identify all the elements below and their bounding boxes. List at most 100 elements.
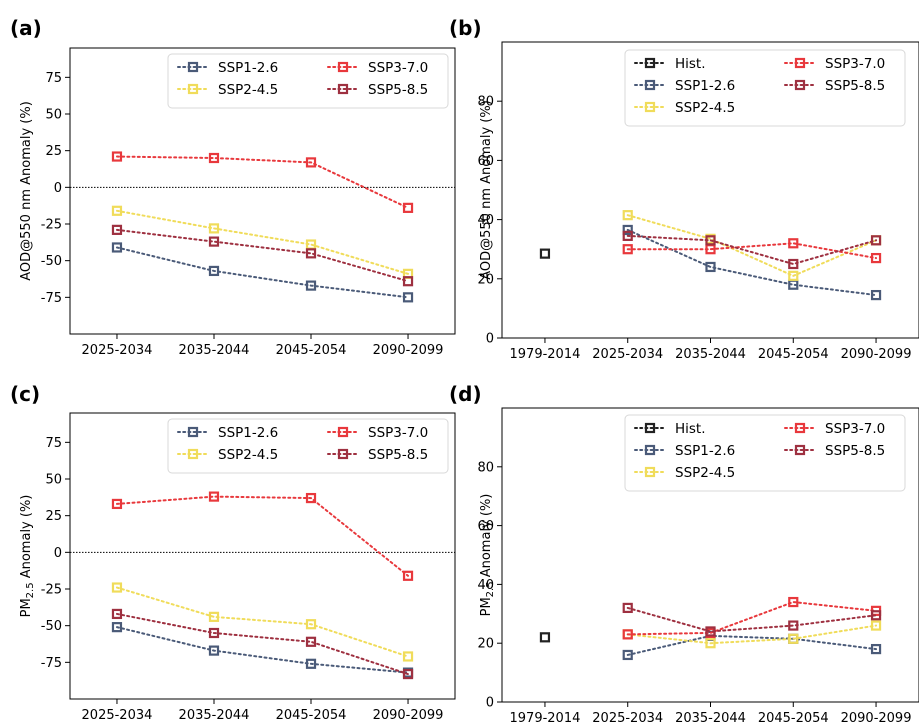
data-point-ssp126 (208, 265, 220, 277)
series-line-ssp370 (626, 601, 878, 636)
legend: Hist. SSP1-2.6 SSP2-4.5 SSP3-7.0 SSP5-8.5 (624, 414, 906, 492)
data-point-ssp126 (622, 649, 633, 661)
data-point-ssp370 (622, 629, 633, 640)
x-tick-label: 2025-2034 (82, 343, 153, 358)
data-point-ssp585 (788, 620, 799, 631)
data-point-ssp585 (870, 235, 882, 246)
legend-label: SSP1-2.6 (675, 78, 735, 94)
data-point-hist (539, 248, 551, 259)
data-point-ssp370 (622, 244, 633, 255)
data-point-ssp245 (705, 638, 716, 649)
y-tick-label: -50 (41, 254, 62, 269)
legend-label: SSP2-4.5 (675, 465, 735, 481)
series-line-ssp245 (626, 214, 878, 277)
legend-label: SSP5-8.5 (368, 82, 428, 98)
legend-marker-ssp585 (794, 444, 806, 456)
series-line-ssp585 (626, 606, 878, 633)
data-point-ssp126 (208, 645, 220, 656)
y-tick-label: 0 (486, 696, 494, 711)
data-point-hist (539, 632, 551, 643)
x-tick-label: 1979-2014 (510, 711, 581, 724)
data-point-ssp370 (111, 498, 123, 510)
y-axis-label: AOD@550 nm Anomaly (%) (479, 100, 494, 280)
legend-label: SSP2-4.5 (218, 447, 278, 463)
series-line-ssp585 (115, 228, 410, 283)
y-tick-label: 80 (477, 460, 494, 475)
data-point-ssp370 (788, 238, 799, 249)
x-tick-label: 2035-2044 (179, 708, 250, 723)
legend-marker-ssp245 (187, 448, 199, 460)
data-point-ssp126 (305, 658, 317, 669)
series-line-ssp126 (115, 626, 410, 674)
legend: Hist. SSP1-2.6 SSP2-4.5 SSP3-7.0 SSP5-8.5 (624, 49, 906, 127)
data-point-ssp585 (705, 235, 716, 246)
legend-marker-ssp370 (794, 422, 806, 434)
series-line-ssp370 (115, 495, 410, 577)
y-tick-label: 40 (477, 578, 494, 593)
legend-box (624, 49, 906, 127)
data-point-ssp370 (305, 157, 317, 168)
panel-label: (b) (449, 16, 482, 40)
panel-label: (a) (10, 16, 42, 40)
y-tick-label: 80 (477, 95, 494, 110)
data-point-ssp245 (305, 619, 317, 630)
x-tick-label: 2045-2054 (758, 347, 829, 362)
chart-panel-4: (d) 0 20 40 60 80 1979-2014 2025-2034 2035-2044 2… (449, 382, 919, 724)
series-line-ssp126 (626, 634, 878, 656)
data-point-ssp585 (111, 224, 123, 235)
data-point-ssp585 (622, 602, 633, 614)
legend-label: SSP3-7.0 (825, 421, 885, 437)
x-tick-label: 2045-2054 (758, 711, 829, 724)
data-point-ssp370 (402, 202, 414, 213)
legend-label: SSP1-2.6 (218, 60, 278, 76)
legend-marker-ssp245 (187, 83, 199, 95)
legend-box (624, 414, 906, 492)
data-point-ssp370 (870, 252, 882, 264)
legend: SSP1-2.6 SSP2-4.5 SSP3-7.0 SSP5-8.5 (167, 418, 449, 474)
series-line-ssp585 (626, 234, 878, 266)
data-point-ssp126 (111, 242, 123, 253)
data-point-ssp126 (870, 289, 882, 301)
legend-marker-ssp370 (337, 426, 349, 438)
axes-frame (69, 412, 456, 700)
y-tick-label: 50 (45, 473, 62, 488)
y-tick-label: -25 (41, 583, 62, 598)
x-tick-label: 2045-2054 (276, 708, 347, 723)
x-tick-label: 2090-2099 (373, 343, 444, 358)
data-point-ssp126 (870, 643, 882, 655)
data-point-ssp126 (622, 224, 633, 236)
data-point-ssp585 (305, 248, 317, 259)
data-point-ssp126 (705, 261, 716, 273)
series-line-ssp245 (115, 209, 410, 275)
data-point-ssp126 (402, 292, 414, 303)
series-line-ssp245 (115, 586, 410, 658)
legend-marker-hist (644, 57, 656, 69)
chart-panel-3: (c) -75 -50 -25 0 25 50 75 2025-2034 2035-2044 204… (10, 382, 456, 723)
y-tick-label: 50 (45, 108, 62, 123)
y-tick-label: 20 (477, 637, 494, 652)
series-line-ssp245 (626, 624, 878, 645)
y-axis-label: PM2.5 Anomaly (%) (19, 495, 36, 618)
data-point-ssp126 (305, 280, 317, 291)
legend-box (167, 418, 449, 474)
y-tick-label: 75 (45, 71, 62, 86)
data-point-ssp585 (208, 627, 220, 639)
y-tick-label: 60 (477, 154, 494, 169)
data-point-ssp126 (111, 622, 123, 633)
y-tick-label: 40 (477, 213, 494, 228)
y-tick-label: 25 (45, 509, 62, 524)
legend-marker-ssp370 (337, 61, 349, 73)
legend-marker-hist (644, 422, 656, 434)
legend-marker-ssp245 (644, 101, 656, 113)
chart-panel-2: (b) 0 20 40 60 80 1979-2014 2025-2034 2035-2044 2… (449, 16, 919, 362)
legend-marker-ssp585 (337, 448, 349, 460)
data-point-ssp370 (111, 151, 123, 162)
x-tick-label: 2035-2044 (179, 343, 250, 358)
data-point-ssp370 (402, 570, 414, 581)
y-tick-label: -50 (41, 619, 62, 634)
y-tick-label: 0 (54, 546, 62, 561)
data-point-ssp585 (305, 636, 317, 647)
y-tick-label: 0 (486, 332, 494, 347)
series-line-ssp370 (626, 242, 878, 260)
